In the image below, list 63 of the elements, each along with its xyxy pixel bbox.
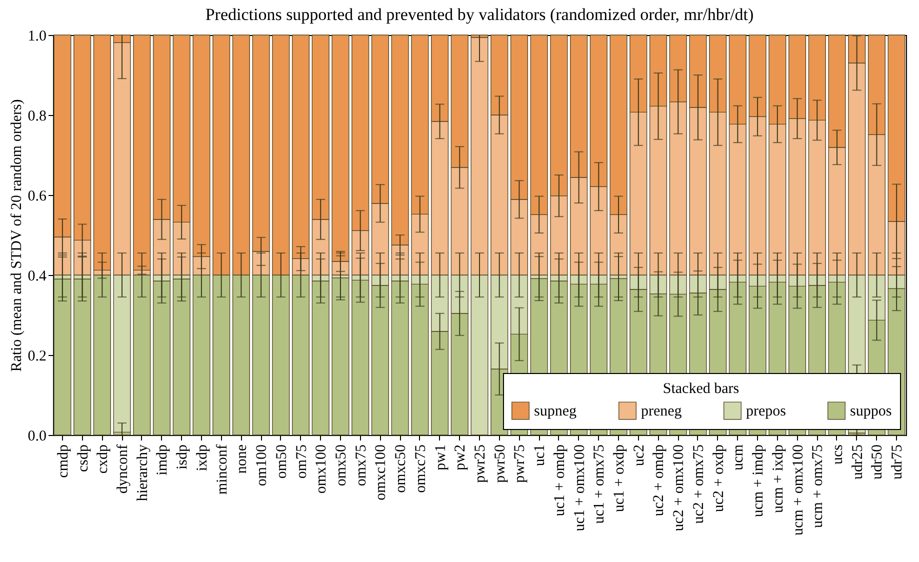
- legend-label: prepos: [746, 404, 786, 420]
- x-tick-label: isdp: [174, 444, 191, 470]
- legend-title: Stacked bars: [662, 381, 740, 397]
- x-tick-label: pw2: [452, 444, 469, 470]
- y-tick-label: 0.8: [28, 108, 46, 124]
- x-tick-label: udr75: [890, 444, 906, 480]
- y-tick-label: 1.0: [28, 28, 46, 44]
- y-tick-label: 0.6: [28, 188, 47, 204]
- x-tick-label: omxc50: [393, 444, 410, 493]
- bar: [172, 278, 190, 436]
- x-tick-label: uc2: [631, 444, 648, 466]
- x-tick-label: ucm: [730, 444, 747, 470]
- y-axis-title: Ratio (mean and STDV of 20 random orders): [8, 99, 25, 372]
- legend-label: suppos: [850, 404, 892, 420]
- x-tick-label: uc1 + omdp: [552, 444, 568, 516]
- x-tick-label: om100: [254, 444, 270, 486]
- x-tick-label: csdp: [75, 444, 92, 472]
- y-tick-label: 0.2: [28, 348, 46, 364]
- x-tick-label: ixdp: [194, 444, 210, 472]
- bar: [133, 274, 151, 436]
- x-tick-label: omx100: [314, 444, 330, 494]
- bar: [93, 274, 111, 436]
- legend-label: supneg: [534, 404, 577, 420]
- x-tick-label: hierarchy: [134, 444, 151, 502]
- bar: [54, 278, 72, 436]
- bar: [74, 278, 92, 436]
- bar: [352, 280, 370, 436]
- x-tick-label: dynconf: [115, 444, 132, 494]
- legend-label: preneg: [641, 404, 682, 420]
- x-tick-label: udr25: [850, 444, 866, 480]
- x-tick-label: uc1 + omx100: [572, 444, 588, 532]
- x-tick-label: pwr25: [472, 444, 488, 483]
- x-tick-label: uc2 + omx75: [690, 444, 707, 524]
- x-tick-label: imdp: [154, 444, 171, 476]
- x-tick-label: omxc100: [373, 444, 390, 500]
- x-tick-label: udr50: [870, 444, 886, 480]
- chart-title: Predictions supported and prevented by validators (randomized order, mr/hbr/dt): [205, 5, 754, 24]
- x-tick-label: pwr50: [492, 444, 508, 483]
- x-tick-label: omxc75: [412, 444, 429, 493]
- x-tick-label: uc2 + omx100: [671, 444, 688, 532]
- x-tick-label: cxdp: [95, 444, 112, 474]
- x-tick-label: om75: [294, 444, 310, 479]
- x-tick-label: cmdp: [55, 444, 72, 478]
- bar: [332, 277, 350, 436]
- x-tick-label: pwr75: [512, 444, 528, 483]
- x-tick-label: uc2 + oxdp: [710, 444, 727, 512]
- x-tick-label: ucm + ixdp: [770, 444, 786, 513]
- x-tick-label: minconf: [214, 444, 230, 494]
- x-tick-label: uc1 + omx75: [592, 444, 608, 524]
- x-tick-label: om50: [274, 444, 290, 479]
- x-tick-label: ucm + imdp: [750, 444, 767, 518]
- x-tick-label: omx50: [333, 444, 350, 486]
- x-tick-label: ucm + omx75: [810, 444, 826, 528]
- x-tick-label: omx75: [353, 444, 370, 486]
- x-tick-label: none: [234, 444, 250, 474]
- x-tick-label: ucs: [830, 444, 846, 464]
- y-tick-label: 0.0: [28, 428, 46, 444]
- x-tick-label: uc2 + omdp: [651, 444, 668, 516]
- x-tick-label: uc1 + oxdp: [612, 444, 628, 512]
- x-tick-label: uc1: [532, 444, 548, 466]
- x-tick-label: pw1: [432, 444, 449, 470]
- x-tick-label: ucm + omx100: [790, 444, 806, 536]
- y-tick-label: 0.4: [28, 268, 47, 284]
